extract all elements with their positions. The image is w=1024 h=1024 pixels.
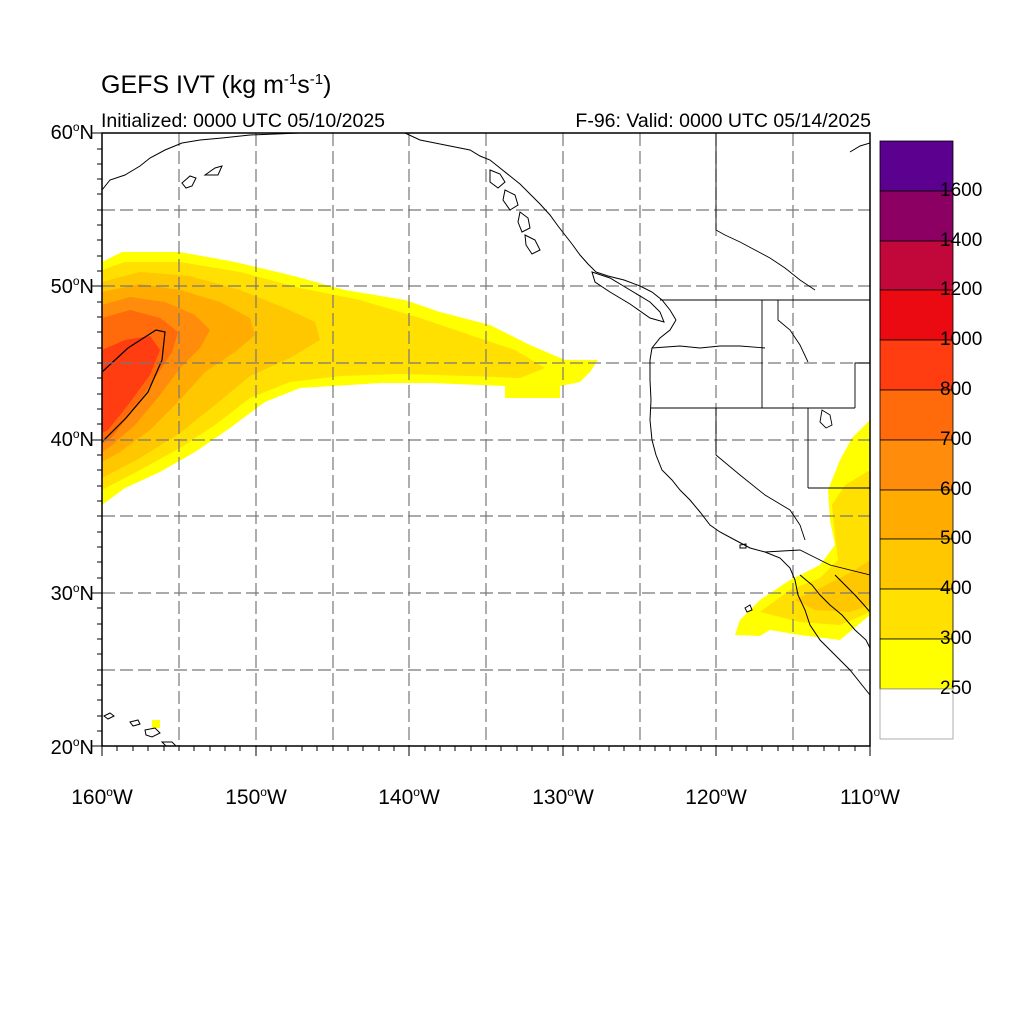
lat-label-40n: 40oN <box>50 427 94 451</box>
ivt-shading <box>102 252 870 728</box>
colorbar-label-800: 800 <box>940 379 972 400</box>
colorbar-swatch-500 <box>879 489 954 540</box>
colorbar-swatch-250 <box>879 638 954 690</box>
colorbar-swatch-below-250 <box>879 688 954 740</box>
lon-label-150w: 150oW <box>225 785 287 809</box>
lon-label-130w: 130oW <box>532 785 594 809</box>
ivt-hawaii-cell <box>152 720 160 728</box>
colorbar-swatch-1000 <box>879 289 954 341</box>
axis-ticks <box>92 132 871 756</box>
valid-time: F-96: Valid: 0000 UTC 05/14/2025 <box>575 110 871 132</box>
lon-label-120w: 120oW <box>685 785 747 809</box>
colorbar-swatch-1600 <box>879 140 954 192</box>
political-boundaries <box>651 133 870 576</box>
colorbar-swatch-1400 <box>879 190 954 242</box>
lat-label-60n: 60oN <box>50 120 94 144</box>
colorbar-label-300: 300 <box>940 628 972 649</box>
lat-label-30n: 30oN <box>50 581 94 605</box>
lon-label-160w: 160oW <box>71 785 133 809</box>
colorbar-label-400: 400 <box>940 578 972 599</box>
lon-label-140w: 140oW <box>378 785 440 809</box>
initialized-time: Initialized: 0000 UTC 05/10/2025 <box>101 110 386 132</box>
ivt-southwest-400-band <box>795 560 870 612</box>
colorbar-label-1400: 1400 <box>940 230 983 251</box>
graticule <box>102 133 870 746</box>
colorbar <box>879 140 954 740</box>
colorbar-swatch-600 <box>879 439 954 491</box>
ivt-contour <box>102 329 166 443</box>
colorbar-swatch-800 <box>879 339 954 391</box>
colorbar-label-500: 500 <box>940 528 972 549</box>
colorbar-swatch-1200 <box>879 240 954 291</box>
colorbar-swatch-700 <box>879 389 954 441</box>
map-title: GEFS IVT (kg m-1s-1) <box>101 71 332 99</box>
lat-label-20n: 20oN <box>50 735 94 759</box>
colorbar-label-700: 700 <box>940 429 972 450</box>
lon-label-110w: 110oW <box>840 785 900 809</box>
lat-label-50n: 50oN <box>50 274 94 298</box>
colorbar-label-1200: 1200 <box>940 279 983 300</box>
coastlines <box>102 133 870 746</box>
colorbar-label-600: 600 <box>940 479 972 500</box>
ivt-800-band <box>102 336 160 433</box>
colorbar-swatch-400 <box>879 538 954 590</box>
colorbar-swatch-300 <box>879 588 954 640</box>
colorbar-label-1600: 1600 <box>940 180 983 201</box>
colorbar-label-1000: 1000 <box>940 329 983 350</box>
colorbar-label-250: 250 <box>940 678 972 699</box>
